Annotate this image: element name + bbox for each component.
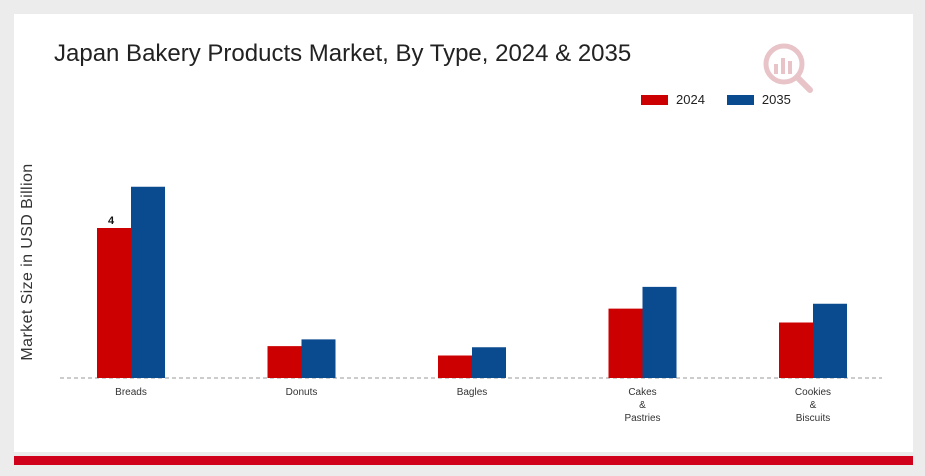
accent-bottom-bar [14,456,913,465]
legend-item-2024: 2024 [641,92,705,107]
legend-swatch-2024 [641,94,668,105]
bar-2035-3 [642,286,677,378]
bar-2024-3 [608,308,643,378]
x-tick-label-4: Cookies & Biscuits [795,387,831,424]
bar-2024-4 [779,322,813,378]
bar-2024-0 [97,228,131,378]
x-tick-label-1: Donuts [286,387,318,398]
x-tick-label-3: Cakes & Pastries [624,387,660,424]
legend-swatch-2035 [726,94,754,105]
chart-title: Japan Bakery Products Market, By Type, 2… [54,40,632,67]
bar-2035-4 [813,303,847,378]
bar-2024-2 [438,355,472,378]
chart-legend: 2024 2035 [641,92,813,107]
bar-2035-0 [131,186,165,378]
bar-2035-1 [301,339,336,378]
bar-2024-1 [267,346,302,378]
bar-2035-2 [472,347,506,378]
market-research-logo-icon [758,38,818,98]
legend-item-2035: 2035 [726,92,791,107]
data-label-0: 4 [108,215,115,227]
x-tick-label-0: Breads [115,387,147,398]
x-tick-label-2: Bagles [457,387,488,398]
legend-label-2035: 2035 [761,92,791,107]
legend-label-2024: 2024 [676,92,705,107]
